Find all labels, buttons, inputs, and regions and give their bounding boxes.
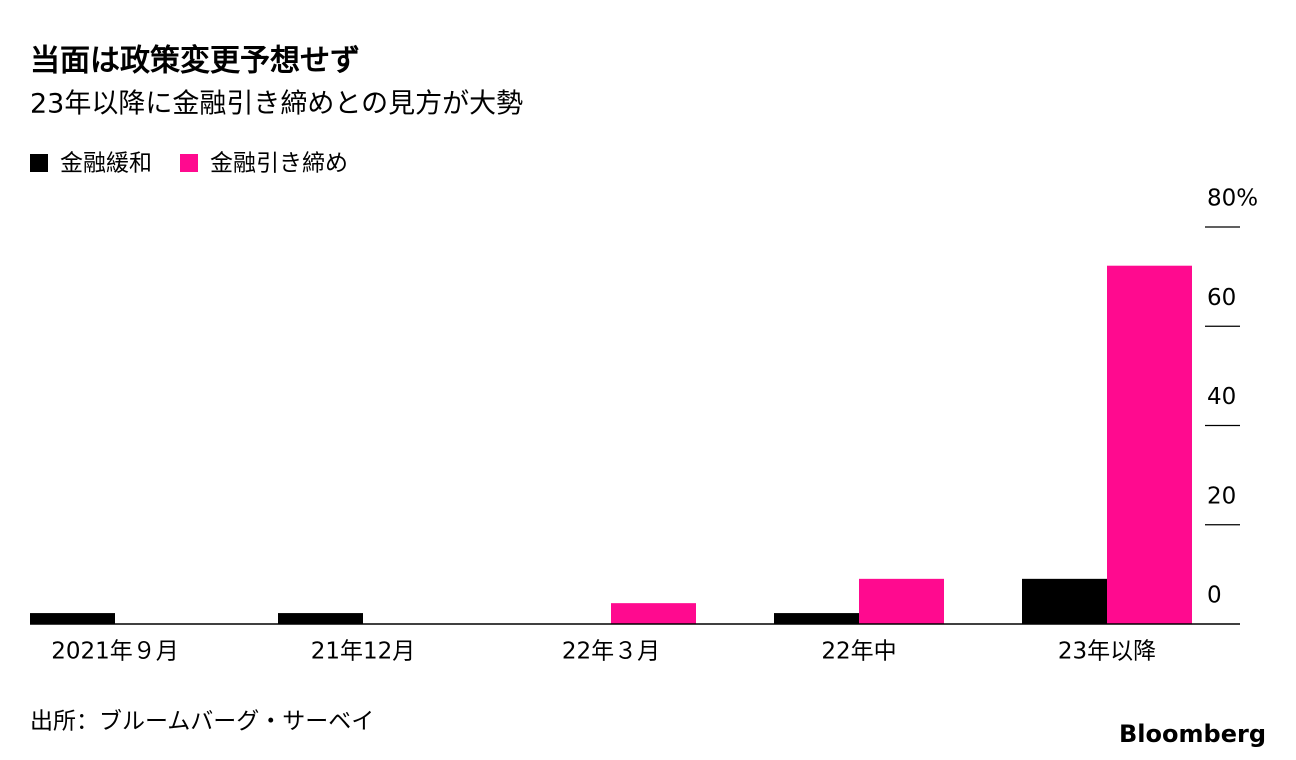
y-tick-label: 0 [1207,583,1222,609]
chart-title: 当面は政策変更予想せず [30,44,360,79]
chart-subtitle: 23年以降に金融引き締めとの見方が大勢 [30,89,523,120]
legend-swatch [30,154,48,172]
source: 出所：ブルームバーグ・サーベイ [30,709,374,735]
bar [611,603,696,624]
legend-swatch [180,154,198,172]
legend-label: 金融緩和 [60,151,152,177]
y-tick-label: 60 [1207,285,1236,311]
x-tick-label: 23年以降 [1058,639,1156,665]
bar [30,613,115,624]
bar [1022,578,1107,624]
x-tick-label: 22年３月 [562,639,660,665]
brand: Bloomberg [1119,720,1266,748]
bar [1107,265,1192,624]
y-tick-label: 20 [1207,483,1236,509]
x-tick-label: 2021年９月 [51,639,179,665]
bar [859,578,944,624]
x-tick-label: 22年中 [821,639,896,665]
y-tick-label: 40 [1207,384,1236,410]
bar [278,613,363,624]
y-tick-label: 80% [1207,186,1258,212]
legend-label: 金融引き締め [210,151,348,177]
x-tick-label: 21年12月 [311,639,416,665]
bar [774,613,859,624]
